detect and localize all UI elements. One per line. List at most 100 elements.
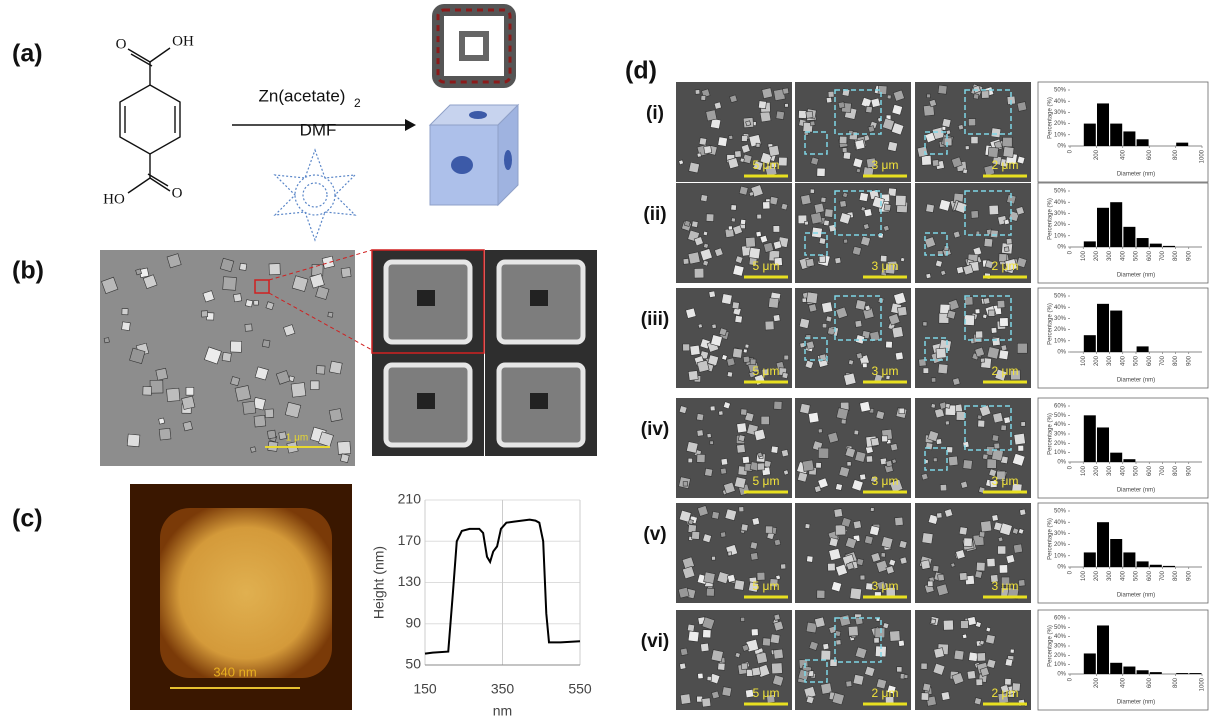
row-label: (iii): [641, 309, 670, 330]
sem-image: [100, 250, 355, 466]
particle: [973, 697, 982, 706]
sem-image: [676, 398, 792, 498]
scale-bar-label: 2 μm: [992, 364, 1019, 378]
x-tick-label: 700: [1160, 250, 1166, 261]
particle: [713, 101, 722, 110]
particle: [843, 238, 848, 244]
particle: [782, 87, 790, 95]
particle: [721, 354, 728, 361]
particle: [900, 257, 906, 263]
particle: [780, 563, 787, 570]
particle: [679, 647, 689, 656]
particle: [903, 674, 909, 679]
histogram-bar: [1097, 522, 1109, 567]
particle: [768, 297, 780, 309]
particle: [869, 330, 881, 343]
particle: [732, 347, 743, 359]
particle: [920, 559, 931, 570]
particle: [933, 647, 945, 659]
histogram-bar: [1110, 539, 1123, 567]
y-tick-label: 20%: [1054, 121, 1067, 127]
particle: [772, 674, 785, 687]
particle: [747, 581, 760, 593]
particle: [935, 438, 943, 445]
histogram-bar: [1110, 452, 1123, 462]
particle: [744, 343, 750, 349]
x-tick-label: 800: [1173, 570, 1179, 581]
particle: [758, 100, 767, 110]
scale-bar-label: 5 μm: [753, 364, 780, 378]
particle: [927, 430, 940, 442]
histogram-frame: [1037, 81, 1209, 183]
scale-bar-label: 2 μm: [992, 686, 1019, 700]
particle: [726, 573, 736, 583]
cube-hole: [469, 111, 487, 119]
particle: [166, 387, 181, 402]
particle: [852, 157, 864, 169]
particle: [723, 481, 736, 495]
x-axis-label: nm: [493, 703, 512, 718]
highlight-box: [834, 89, 882, 135]
particle: [773, 648, 784, 660]
y-tick-label: 30%: [1054, 316, 1067, 322]
star-outline: [273, 148, 357, 242]
x-axis-label: Diameter (nm): [1117, 700, 1155, 706]
particle: [820, 682, 833, 695]
particle: [986, 458, 997, 469]
particle: [862, 362, 868, 368]
x-tick-label: 700: [1160, 570, 1166, 581]
particle: [982, 297, 991, 305]
row-label: (ii): [643, 204, 666, 225]
histogram-bar: [1176, 673, 1189, 674]
particle: [927, 580, 934, 587]
particle: [891, 103, 903, 116]
particle: [249, 446, 257, 453]
particle: [999, 522, 1013, 537]
particle: [694, 89, 701, 95]
particle: [699, 248, 713, 262]
particle: [733, 579, 745, 591]
histogram-bar: [1083, 415, 1096, 462]
particle: [891, 458, 897, 464]
particle: [265, 301, 275, 311]
particle: [720, 458, 729, 466]
histogram-bar: [1123, 131, 1136, 146]
particle: [944, 402, 951, 409]
particle: [783, 469, 790, 476]
panel-label: (b): [12, 257, 44, 285]
y-tick-label: 20%: [1054, 653, 1067, 659]
particle: [149, 379, 164, 394]
x-tick-label: 800: [1173, 355, 1179, 366]
particle: [687, 370, 699, 381]
particle: [773, 613, 781, 621]
particle: [979, 666, 990, 677]
particle: [727, 551, 733, 557]
highlight-box: [804, 131, 828, 155]
particle: [693, 268, 705, 279]
particle: [870, 97, 881, 108]
particle: [879, 457, 888, 466]
sem-image: [795, 183, 911, 283]
mof-pore: [459, 31, 489, 61]
particle: [734, 315, 743, 324]
histogram-bar: [1149, 243, 1162, 247]
particle: [329, 360, 343, 375]
arrow-head: [405, 119, 416, 131]
particle: [1018, 579, 1026, 587]
particle: [740, 143, 751, 154]
histogram-bar: [1136, 346, 1149, 352]
x-tick-label: 500: [1134, 355, 1140, 366]
y-tick-label: 10%: [1054, 338, 1067, 344]
particle: [865, 105, 873, 114]
particle: [930, 618, 937, 625]
particle: [230, 376, 241, 387]
particle: [267, 429, 277, 440]
x-tick-label: 0: [1068, 465, 1074, 469]
particle: [962, 459, 973, 470]
particle: [732, 264, 745, 277]
x-tick-label: 800: [1173, 149, 1179, 160]
particle: [741, 643, 750, 652]
particle: [283, 324, 296, 337]
particle: [853, 429, 860, 436]
particle: [985, 633, 996, 645]
